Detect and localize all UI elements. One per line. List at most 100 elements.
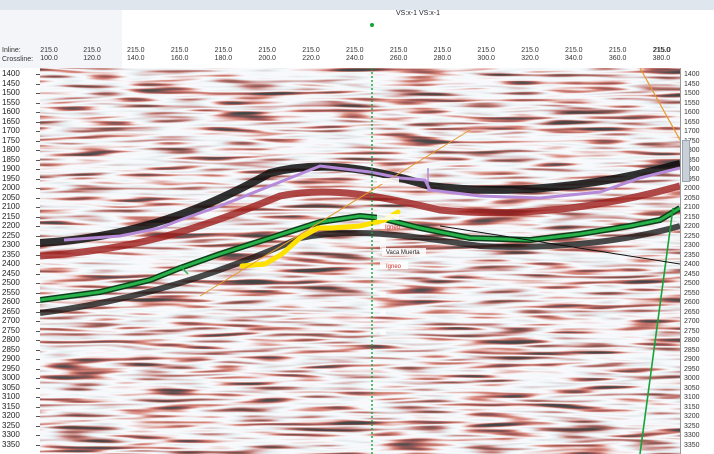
right-depth-label: 2850 (684, 346, 700, 354)
depth-label: 3200 (2, 411, 20, 420)
well-top-label-3: Igneo (386, 264, 402, 270)
depth-tick (36, 216, 40, 218)
right-depth-label: 2500 (684, 280, 700, 287)
right-depth-label: 2350 (684, 251, 700, 259)
depth-tick (36, 321, 40, 322)
header-column: 215.0 160.0 (160, 47, 200, 63)
header-column: 215.0 320.0 (510, 47, 550, 63)
depth-tick (36, 378, 40, 379)
depth-tick (36, 340, 40, 341)
depth-label: 2350 (2, 249, 20, 259)
crossline-value: 120.0 (83, 55, 101, 62)
right-depth-label: 1450 (684, 80, 700, 88)
depth-tick (36, 150, 40, 151)
depth-tick (36, 264, 40, 265)
header-column: 215.0 340.0 (554, 47, 594, 63)
crossline-value: 260.0 (389, 55, 408, 62)
right-well-path[interactable] (639, 207, 674, 454)
orange-well-path[interactable] (199, 129, 471, 297)
right-depth-label: 1600 (684, 109, 700, 116)
purple-horizon[interactable] (63, 164, 680, 242)
right-depth-label: 2000 (684, 185, 700, 192)
depth-tick (36, 93, 40, 94)
crossline-value: 280.0 (433, 55, 452, 62)
depth-label: 2750 (2, 325, 20, 335)
inline-value: 215.0 (40, 47, 58, 54)
depth-tick (36, 245, 40, 246)
black-line (439, 225, 680, 265)
depth-label: 1750 (2, 135, 20, 145)
right-depth-label: 3050 (684, 384, 700, 392)
depth-label: 1400 (2, 69, 20, 78)
depth-tick (36, 226, 40, 227)
seismic-section[interactable]: Igneo Vaca Muerta Igneo (40, 68, 680, 454)
inline-label: Inline: (2, 47, 21, 54)
right-depth-label: 1550 (684, 99, 700, 107)
well-top-label-1: Igneo (385, 225, 401, 231)
depth-label: 2700 (2, 316, 20, 325)
depth-label: 2600 (2, 297, 20, 306)
vertical-scrollbar[interactable] (682, 140, 690, 182)
right-depth-label: 1850 (684, 156, 700, 164)
yellow-interpretation[interactable] (239, 209, 401, 269)
depth-label: 3350 (2, 439, 20, 449)
crossline-value: 360.0 (608, 55, 627, 62)
green-horizon[interactable] (40, 206, 680, 302)
depth-tick (36, 83, 40, 85)
right-depth-label: 2550 (684, 289, 700, 297)
depth-label: 2400 (2, 259, 20, 268)
inline-value: 215.0 (346, 47, 364, 54)
depth-label: 1700 (2, 126, 20, 135)
right-depth-label: 1500 (684, 90, 700, 97)
right-depth-label: 2150 (684, 213, 700, 221)
depth-label: 1950 (2, 173, 20, 183)
inline-value: 215.0 (83, 47, 101, 54)
depth-tick (36, 74, 40, 75)
depth-label: 3300 (2, 430, 20, 439)
right-depth-label: 3350 (684, 441, 700, 449)
depth-tick (36, 416, 40, 417)
crossline-value: 240.0 (346, 55, 364, 62)
depth-tick (36, 444, 40, 446)
header-column: 215.0 240.0 (335, 47, 375, 63)
depth-tick (36, 330, 40, 332)
orange-well-path-right[interactable] (639, 68, 680, 141)
inline-value: 215.0 (653, 47, 671, 54)
depth-tick (36, 283, 40, 284)
depth-label: 3050 (2, 382, 20, 392)
inline-value: 215.0 (389, 47, 408, 54)
right-depth-label: 1950 (684, 175, 700, 183)
header-column: 215.0 120.0 (72, 47, 112, 63)
right-depth-label: 1400 (684, 71, 700, 78)
depth-tick (36, 197, 40, 199)
right-depth-label: 2750 (684, 327, 700, 335)
depth-label: 2500 (2, 278, 20, 287)
inline-value: 215.0 (433, 47, 452, 54)
depth-label: 3000 (2, 373, 20, 382)
green-tick (179, 265, 189, 275)
right-depth-label: 2600 (684, 299, 700, 306)
right-depth-label: 2700 (684, 318, 700, 325)
inline-value: 215.0 (170, 47, 189, 54)
inline-value: 215.0 (477, 47, 495, 54)
right-depth-label: 1900 (684, 166, 700, 173)
depth-tick (36, 368, 40, 370)
crossline-value: 180.0 (214, 55, 233, 62)
depth-label: 1600 (2, 107, 20, 116)
depth-label: 2450 (2, 268, 20, 278)
header-column: 215.0 200.0 (247, 47, 287, 63)
crossline-value: 160.0 (170, 55, 189, 62)
depth-axis: 1400 1450 1500 1550 1600 1650 1700 1750 1800 1850… (0, 68, 41, 454)
depth-tick (36, 178, 40, 180)
crossline-value: 220.0 (302, 55, 320, 62)
depth-tick (36, 159, 40, 161)
right-depth-label: 1650 (684, 118, 700, 126)
depth-label: 1550 (2, 97, 20, 107)
depth-tick (36, 425, 40, 427)
red-reflector (40, 182, 680, 260)
depth-tick (36, 359, 40, 360)
right-depth-label: 2400 (684, 261, 700, 268)
well-marker-icon[interactable] (370, 23, 374, 27)
depth-tick (36, 406, 40, 408)
depth-tick (36, 302, 40, 303)
